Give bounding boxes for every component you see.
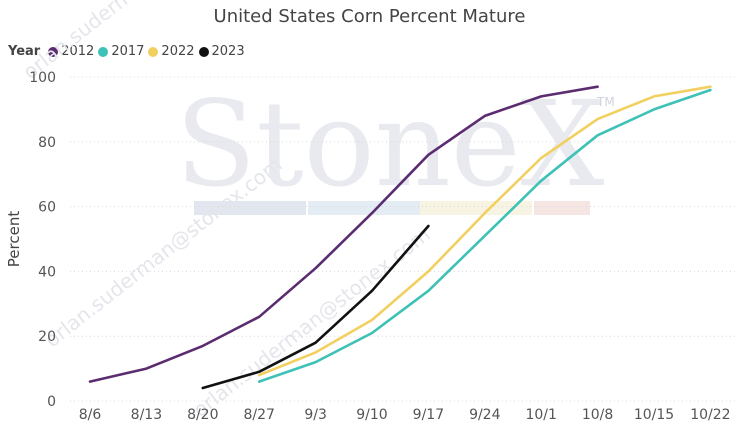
watermark-bar-1: [194, 201, 306, 215]
y-tick-label-100: 100: [29, 70, 56, 86]
legend-dot-icon: [198, 46, 209, 57]
legend-label: 2022: [161, 44, 195, 59]
series-line-2022: [257, 85, 712, 377]
y-tick-label-60: 60: [38, 200, 56, 216]
series-line-2023: [201, 224, 430, 390]
legend-item-2022[interactable]: 2022: [148, 44, 195, 59]
legend-item-2012[interactable]: 2012: [48, 44, 94, 59]
legend-label: 2017: [111, 44, 145, 59]
x-axis-ticks: 8/6 8/13 8/20 8/27 9/3 9/10 9/17 9/24 10/1 10/8 10…: [79, 407, 731, 423]
legend-items: 2012 2017 2022 2023: [48, 44, 248, 59]
x-tick-label-8-13: 8/13: [131, 407, 162, 423]
x-tick-label-10-15: 10/15: [634, 407, 674, 423]
legend-item-2017[interactable]: 2017: [98, 44, 144, 59]
x-tick-label-10-1: 10/1: [525, 407, 556, 423]
x-tick-label-10-8: 10/8: [582, 407, 613, 423]
y-axis-title: Percent: [5, 211, 23, 268]
stonex-watermark: StoneX TM orlan.suderman@stonex.com orla…: [18, 0, 614, 422]
x-tick-label-8-20: 8/20: [187, 407, 218, 423]
watermark-bar-3: [420, 201, 532, 215]
y-axis-ticks: 0 20 40 60 80 100: [29, 70, 56, 410]
y-tick-label-20: 20: [38, 329, 56, 345]
legend-label: 2012: [61, 44, 95, 59]
legend-title: Year: [8, 44, 41, 59]
x-tick-label-9-3: 9/3: [304, 407, 327, 423]
legend: Year 2012 2017 2022 2023: [8, 44, 249, 59]
legend-item-2023[interactable]: 2023: [198, 44, 245, 59]
y-tick-label-40: 40: [38, 264, 56, 280]
x-tick-label-8-27: 8/27: [243, 407, 274, 423]
watermark-bar-2: [308, 201, 420, 215]
series-line-2017: [257, 88, 712, 383]
legend-dot-icon: [98, 46, 109, 57]
y-tick-label-80: 80: [38, 135, 56, 151]
x-tick-label-9-17: 9/17: [413, 407, 444, 423]
legend-label: 2023: [211, 44, 245, 59]
legend-dot-icon: [148, 46, 159, 57]
chart-title: United States Corn Percent Mature: [213, 6, 526, 27]
series-line-2012: [88, 85, 599, 383]
watermark-email-2: orlan.suderman@stonex.com: [188, 222, 434, 422]
x-tick-label-9-10: 9/10: [356, 407, 387, 423]
gridlines: [70, 76, 735, 402]
series-lines: [88, 85, 712, 390]
legend-dot-icon: [48, 46, 59, 57]
x-tick-label-10-22: 10/22: [690, 407, 730, 423]
watermark-bar-4: [534, 201, 590, 215]
x-tick-label-9-24: 9/24: [469, 407, 501, 423]
y-tick-label-0: 0: [47, 394, 56, 410]
watermark-trademark: TM: [596, 95, 615, 109]
x-tick-label-8-6: 8/6: [79, 407, 102, 423]
